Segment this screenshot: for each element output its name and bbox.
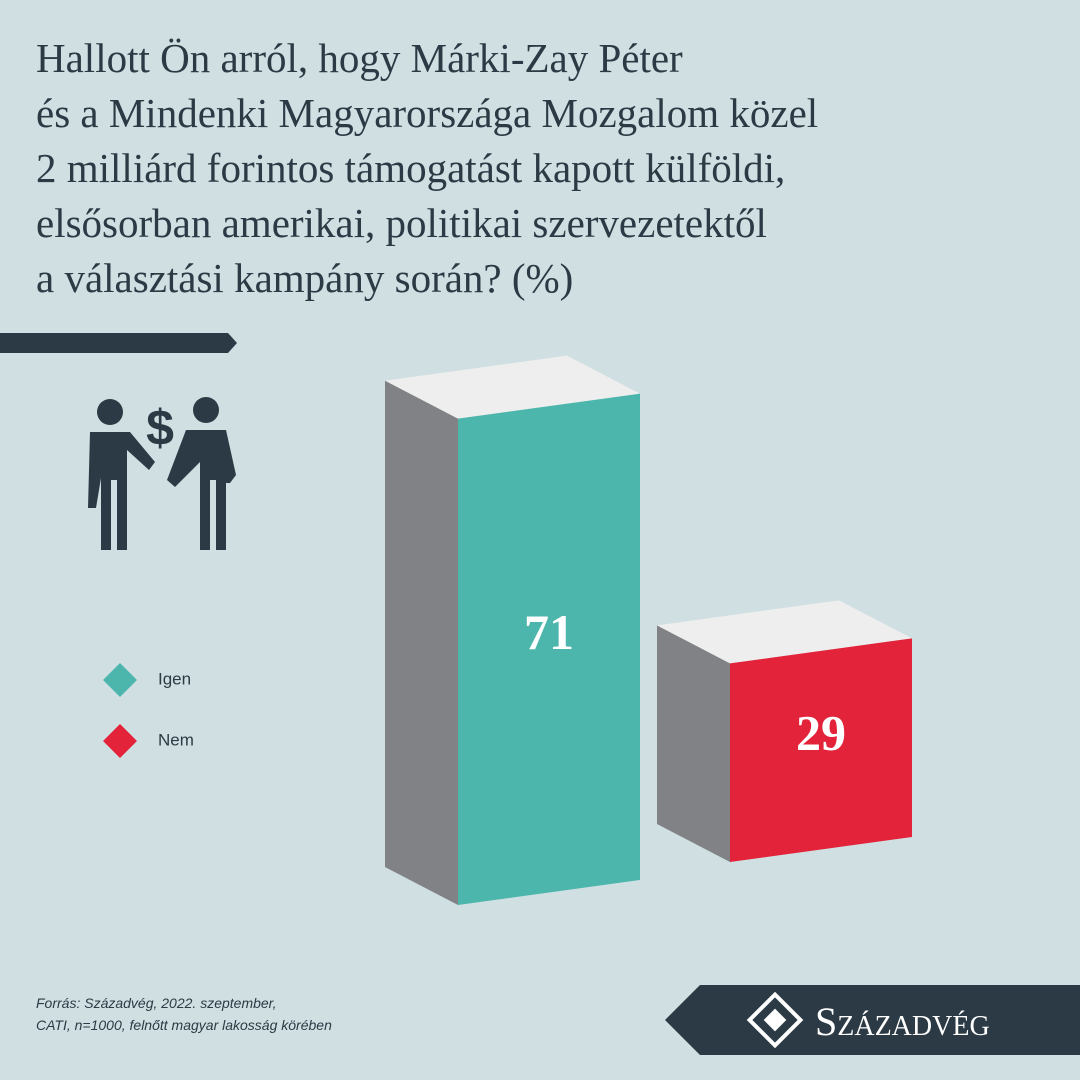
svg-text:$: $ (146, 400, 174, 456)
value-label: 71 (524, 604, 574, 660)
bar-side (657, 625, 730, 862)
bar-top (657, 600, 912, 664)
legend-marker (103, 663, 137, 697)
chart-title: a választási kampány során? (%) (36, 255, 573, 301)
source: CATI, n=1000, felnőtt magyar lakosság kö… (36, 1017, 332, 1033)
chart-title: elsősorban amerikai, politikai szervezet… (36, 200, 767, 246)
logo-text: Századvég (815, 999, 990, 1044)
icon: $ (88, 397, 236, 550)
bar-top (385, 355, 640, 419)
chart-title: és a Mindenki Magyarországa Mozgalom köz… (36, 90, 818, 136)
source: Forrás: Századvég, 2022. szeptember, (36, 995, 276, 1011)
chart-title: 2 milliárd forintos támogatást kapott kü… (36, 145, 785, 191)
legend-label: Nem (158, 730, 194, 749)
bar (730, 638, 912, 862)
divider (0, 333, 237, 353)
legend-label: Igen (158, 669, 191, 688)
chart-title: Hallott Ön arról, hogy Márki-Zay Péter (36, 35, 683, 81)
value-label: 29 (796, 705, 846, 761)
bar (458, 393, 640, 905)
legend-marker (103, 724, 137, 758)
bar-side (385, 380, 458, 905)
